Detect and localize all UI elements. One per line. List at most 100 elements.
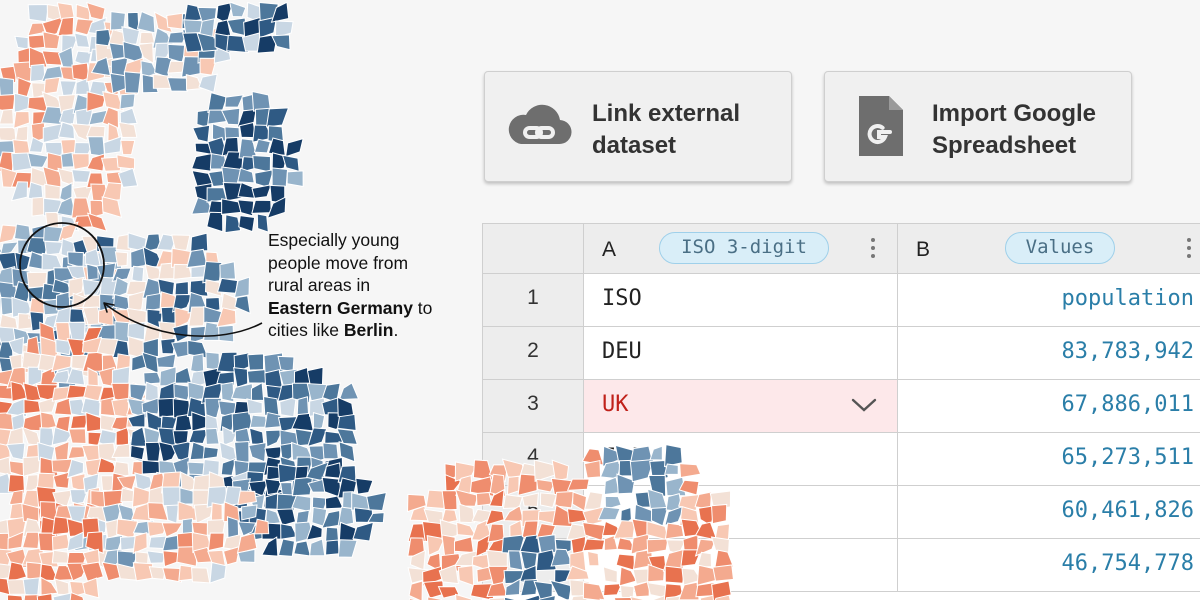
map-region [355, 477, 374, 495]
row-number[interactable]: 3 [482, 380, 584, 433]
map-region [234, 427, 252, 445]
map-region [28, 46, 48, 69]
map-region [0, 224, 19, 244]
map-region [236, 532, 258, 554]
map-region [156, 353, 177, 369]
map-region [322, 442, 339, 460]
map-region [174, 413, 193, 434]
map-region [224, 94, 245, 108]
row-number[interactable]: 2 [482, 327, 584, 380]
cell-b[interactable]: 46,754,778 [898, 539, 1200, 592]
cell-b[interactable]: 65,273,511 [898, 433, 1200, 486]
cell-a-invalid[interactable]: UK [584, 380, 898, 433]
map-region [42, 123, 63, 144]
map-region [337, 506, 355, 527]
map-region [336, 413, 357, 432]
map-region [172, 398, 192, 419]
map-region [216, 371, 236, 386]
cell-b[interactable]: 83,783,942 [898, 327, 1200, 380]
map-region [27, 22, 46, 37]
row-number[interactable]: 1 [482, 274, 584, 327]
map-region [85, 531, 104, 554]
google-sheets-icon [859, 96, 903, 156]
column-type-pill-a[interactable]: ISO 3-digit [659, 232, 829, 264]
cell-b[interactable]: population [898, 274, 1200, 327]
cell-a[interactable]: ISO [584, 274, 898, 327]
map-region [189, 279, 209, 297]
column-menu-icon[interactable] [870, 238, 876, 262]
map-region [36, 592, 53, 600]
map-region [367, 512, 385, 524]
map-region [352, 521, 374, 542]
map-region [0, 108, 15, 125]
map-region [89, 199, 104, 219]
row-number[interactable]: 5 [482, 486, 584, 539]
link-external-dataset-label: Link external dataset [592, 100, 741, 159]
cell-a-text: DEU [602, 339, 642, 364]
annotation-line: Eastern Germany to [268, 297, 468, 320]
map-region [80, 561, 104, 582]
column-header-row: A ISO 3-digit B Values [482, 223, 1200, 275]
import-google-spreadsheet-label: Import Google Spreadsheet [932, 100, 1096, 159]
map-region [233, 276, 250, 299]
map-region [8, 336, 25, 357]
map-region [256, 33, 279, 54]
map-region [52, 471, 71, 489]
cell-a[interactable] [584, 539, 898, 592]
map-region [238, 215, 256, 233]
map-region [116, 474, 137, 491]
column-header-a[interactable]: A ISO 3-digit [584, 224, 898, 275]
map-region [146, 550, 166, 564]
map-region [305, 523, 323, 541]
map-region [119, 93, 136, 110]
map-region [216, 277, 239, 294]
chevron-down-icon[interactable] [851, 396, 877, 414]
map-region [44, 183, 61, 200]
map-region [39, 411, 57, 431]
cell-b[interactable]: 67,886,011 [898, 380, 1200, 433]
map-region [55, 338, 72, 356]
sheet-corner [482, 224, 584, 275]
map-region [71, 169, 92, 183]
map-region [13, 111, 30, 130]
map-region [115, 233, 132, 252]
map-region [71, 62, 90, 82]
map-region [218, 324, 235, 343]
row-number[interactable]: 4 [482, 433, 584, 486]
map-region [205, 413, 220, 433]
map-region [325, 539, 340, 556]
map-region [22, 382, 42, 402]
column-header-b[interactable]: B Values [898, 224, 1200, 275]
cell-a[interactable] [584, 486, 898, 539]
map-region [266, 465, 281, 481]
cell-b[interactable]: 60,461,826 [898, 486, 1200, 539]
map-region [219, 261, 237, 280]
cell-a[interactable]: FRA [584, 433, 898, 486]
link-external-dataset-button[interactable]: Link external dataset [484, 71, 792, 182]
map-region [51, 354, 72, 373]
map-region [69, 591, 85, 600]
map-region [27, 3, 50, 23]
cell-a[interactable]: DEU [584, 327, 898, 380]
map-region [190, 232, 209, 253]
map-region [101, 106, 119, 129]
column-menu-icon[interactable] [1186, 238, 1192, 262]
map-region [82, 577, 100, 599]
map-region [264, 478, 283, 496]
map-region [10, 181, 28, 202]
map-region [205, 351, 221, 371]
map-region [202, 261, 223, 284]
map-region [166, 77, 189, 92]
map-region [102, 489, 124, 508]
map-region [68, 428, 87, 445]
map-region [114, 251, 129, 267]
column-type-pill-b[interactable]: Values [1005, 232, 1115, 264]
map-region [41, 50, 63, 66]
annotation-line: people move from [268, 252, 409, 273]
map-region [228, 1, 247, 18]
import-google-spreadsheet-button[interactable]: Import Google Spreadsheet [824, 71, 1132, 182]
map-region [167, 30, 188, 44]
row-number[interactable] [482, 539, 584, 592]
map-region [86, 212, 108, 232]
map-region [165, 504, 180, 524]
